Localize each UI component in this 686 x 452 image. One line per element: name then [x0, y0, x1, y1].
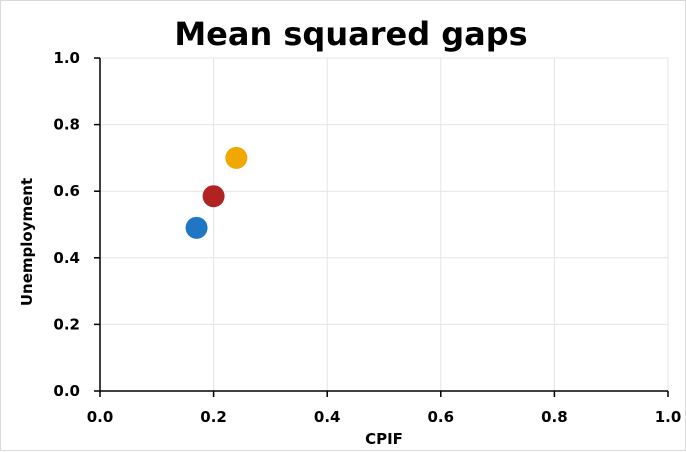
data-points [185, 146, 248, 239]
y-axis-label: Unemployment [18, 178, 36, 306]
x-tick-label: 0.0 [87, 408, 114, 426]
y-tick-label: 0.8 [53, 116, 80, 134]
y-tick-label: 0.6 [53, 182, 80, 200]
x-tick-label: 1.0 [655, 408, 682, 426]
scatter-point [202, 185, 225, 208]
y-tick-label: 1.0 [53, 49, 80, 67]
x-tick-label: 0.8 [541, 408, 568, 426]
gridlines [100, 57, 669, 391]
scatter-point [185, 216, 208, 239]
x-tick-label: 0.2 [200, 408, 227, 426]
y-tick-label: 0.4 [53, 249, 80, 267]
y-tick-label: 0.0 [53, 382, 80, 400]
chart-title: Mean squared gaps [174, 15, 527, 53]
x-tick-label: 0.6 [428, 408, 455, 426]
y-tick-label: 0.2 [53, 315, 80, 333]
scatter-point [225, 146, 248, 169]
tick-labels: 0.0 0.2 0.4 0.6 0.8 1.0 0.0 0.2 0.4 0.6 0.8 1.0 [53, 49, 681, 426]
x-tick-label: 0.4 [314, 408, 341, 426]
axes [94, 57, 669, 397]
x-axis-label: CPIF [365, 430, 403, 448]
